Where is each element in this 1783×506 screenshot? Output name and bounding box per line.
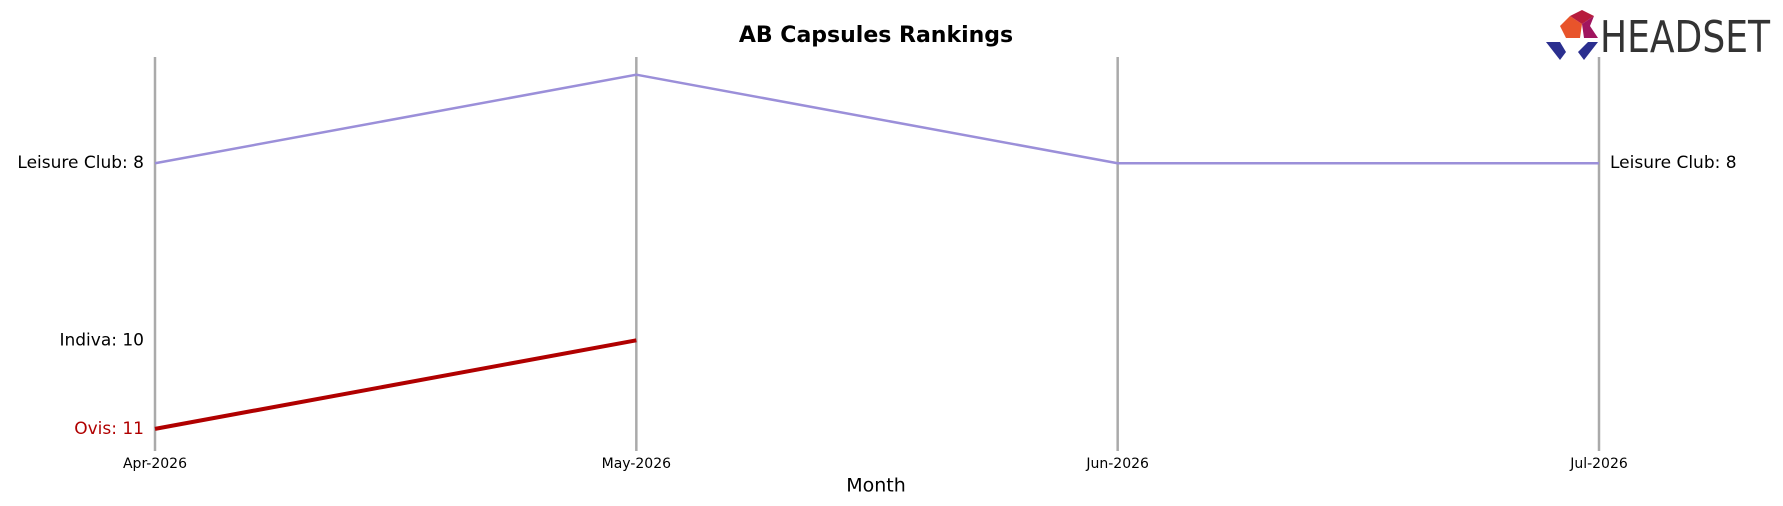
end-label: Leisure Club: 8 [1610, 153, 1737, 173]
x-tick-label: Jul-2026 [1569, 456, 1628, 472]
logo-mark [1546, 42, 1566, 60]
series-line [154, 73, 1599, 165]
x-tick-label: Apr-2026 [123, 456, 187, 472]
x-tick-label: May-2026 [602, 456, 671, 472]
logo-text: HEADSET [1600, 12, 1771, 63]
start-label: Indiva: 10 [59, 330, 144, 350]
start-label: Ovis: 11 [74, 419, 144, 439]
logo: HEADSET [1546, 10, 1771, 63]
logo-mark [1582, 16, 1598, 38]
logo-mark [1578, 42, 1598, 60]
logo-mark [1560, 16, 1582, 38]
chart-title: AB Capsules Rankings [739, 23, 1013, 48]
x-tick-label: Jun-2026 [1085, 456, 1149, 472]
start-label: Leisure Club: 8 [17, 153, 144, 173]
series-line [154, 338, 637, 431]
x-axis-label: Month [846, 475, 906, 497]
logo-mark [1570, 10, 1594, 24]
